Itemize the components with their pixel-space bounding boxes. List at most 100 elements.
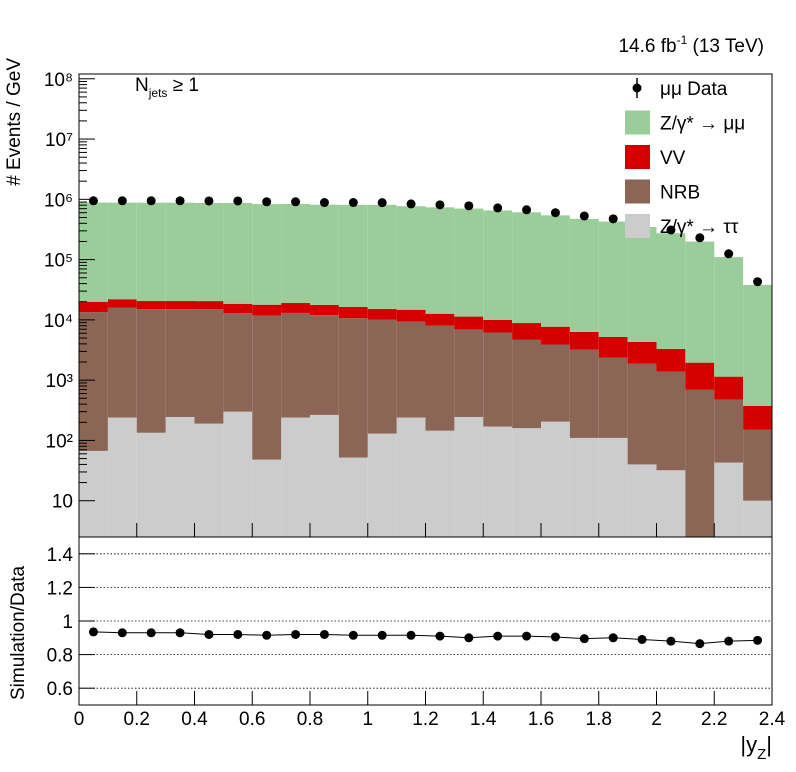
y-tick-label: 10⁴ <box>44 311 73 332</box>
ratio-point <box>117 628 127 638</box>
ratio-point <box>550 632 560 642</box>
stack-bar <box>656 348 686 372</box>
stack-bar <box>425 207 455 314</box>
x-title-text: |y <box>740 732 757 757</box>
stack-bar <box>165 416 195 537</box>
stack-bar <box>107 307 137 418</box>
x-title-sub: Z <box>757 746 766 763</box>
stack-bar <box>627 363 657 465</box>
stack-bar <box>685 389 715 537</box>
stack-bar <box>714 376 744 400</box>
ratio-point <box>146 628 156 638</box>
data-point <box>377 198 387 208</box>
stack-bar <box>454 329 484 417</box>
stack-bar <box>223 202 253 304</box>
stack-bar <box>107 202 137 300</box>
stack-bar <box>396 321 426 418</box>
ratio-point <box>464 633 474 643</box>
data-point <box>608 214 618 224</box>
stack-bar <box>454 316 484 330</box>
legend-swatch <box>625 145 650 169</box>
data-point <box>493 203 503 213</box>
ratio-point <box>666 636 676 646</box>
legend-label: VV <box>660 148 686 169</box>
stack-bar <box>425 430 455 537</box>
stack-bar <box>136 309 166 433</box>
stack-bar <box>165 301 195 310</box>
data-point <box>464 201 474 211</box>
ratio-point <box>493 631 503 641</box>
stack-bar <box>425 313 455 326</box>
ratio-y-axis-title: Simulation/Data <box>8 565 29 700</box>
y-tick-label: 1 <box>62 612 73 633</box>
stack-bar <box>627 227 657 342</box>
stack-bar <box>310 304 339 316</box>
y-tick-label: 0.8 <box>47 646 73 667</box>
stack-bar <box>367 308 397 320</box>
x-tick-label: 2 <box>651 709 662 730</box>
data-point <box>435 200 445 210</box>
legend-swatch <box>625 110 650 135</box>
data-point <box>579 211 589 221</box>
annotation: Njets ≥ 1 <box>135 75 199 100</box>
data-point <box>753 277 763 287</box>
x-tick-label: 1.4 <box>470 709 497 730</box>
stack-bar <box>107 417 137 537</box>
ratio-point <box>435 631 445 641</box>
stack-bar <box>743 405 772 430</box>
stack-bar <box>627 464 657 537</box>
stack-bar <box>252 304 282 316</box>
x-tick-label: 1.6 <box>528 709 554 730</box>
stack-plot <box>79 202 772 537</box>
x-tick-label: 0.4 <box>181 709 208 730</box>
stack-bar <box>598 336 628 358</box>
stack-bar <box>598 437 628 537</box>
stack-bar <box>136 301 166 310</box>
data-point <box>319 198 329 208</box>
stack-bar <box>656 233 686 349</box>
data-point <box>695 233 705 243</box>
x-tick-label: 0.2 <box>124 709 150 730</box>
ratio-point <box>608 633 618 643</box>
legend-label: Z/γ* → μμ <box>660 114 745 135</box>
stack-bar <box>194 309 224 424</box>
x-tick-label: 0.8 <box>297 709 323 730</box>
legend-swatch <box>625 179 650 204</box>
x-tick-label: 0.6 <box>239 709 265 730</box>
y-tick-label: 10 <box>52 492 73 513</box>
stack-bar <box>685 241 715 363</box>
ratio-point <box>319 629 329 639</box>
stack-bar <box>79 312 108 451</box>
lumi-text: 14.6 fb <box>618 36 676 57</box>
stack-bar <box>79 450 108 537</box>
stack-bar <box>512 323 541 340</box>
ratio-point <box>204 629 214 639</box>
stack-bar <box>310 204 339 305</box>
stack-bar <box>541 344 570 422</box>
stack-bar <box>338 204 368 307</box>
legend-label: NRB <box>660 183 700 204</box>
ratio-point <box>724 636 734 646</box>
stack-bar <box>396 206 426 310</box>
stack-bar <box>627 341 657 364</box>
y-tick-label: 10² <box>46 431 73 452</box>
data-point <box>175 196 185 206</box>
stack-bar <box>454 416 484 537</box>
data-point <box>117 196 127 206</box>
stack-bar <box>281 303 310 313</box>
ratio-point <box>348 630 358 640</box>
ratio-point <box>377 630 387 640</box>
x-axis-title: |yZ| <box>740 732 772 763</box>
data-point <box>724 249 734 259</box>
stack-bar <box>569 349 599 438</box>
data-point <box>233 196 243 206</box>
stack-bar <box>281 417 310 537</box>
ratio-point <box>175 628 185 638</box>
stack-bar <box>714 399 744 463</box>
stack-bar <box>165 202 195 302</box>
stack-bar <box>483 210 513 320</box>
stack-bar <box>598 357 628 438</box>
stack-bar <box>223 313 253 412</box>
stack-bar <box>483 426 513 537</box>
